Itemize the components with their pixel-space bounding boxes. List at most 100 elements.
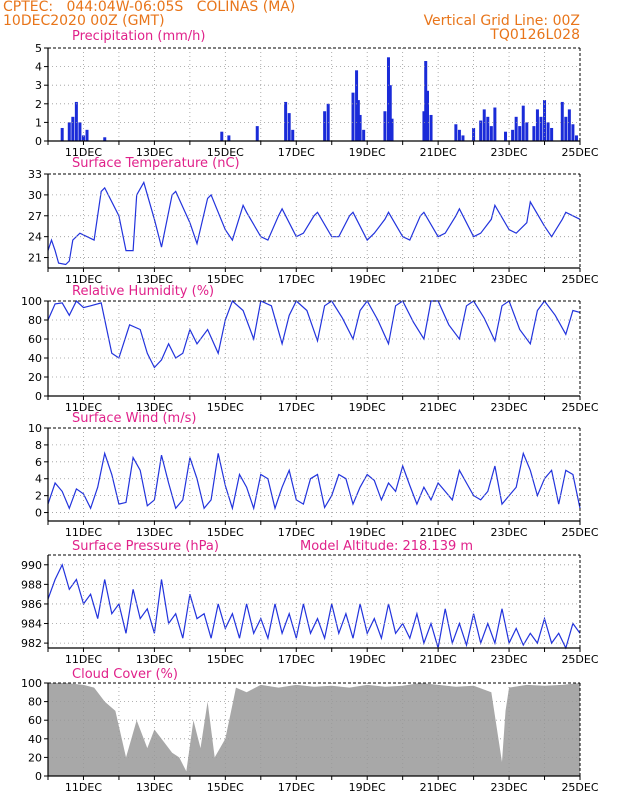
precip-bar	[518, 126, 522, 141]
x-tick-label: 19DEC	[349, 653, 386, 666]
x-tick-label: 11DEC	[65, 401, 102, 414]
series-line	[47, 180, 581, 266]
y-tick-label: 2	[35, 490, 42, 503]
y-tick-label: 986	[21, 598, 42, 611]
x-tick-label: 25DEC	[561, 781, 598, 794]
x-tick-label: 15DEC	[207, 526, 244, 539]
panel-title: Surface Temperature (nC)	[72, 156, 240, 171]
y-tick-label: 2	[35, 98, 42, 111]
precip-bar	[67, 122, 71, 141]
x-tick-label: 23DEC	[491, 146, 528, 159]
precip-bar	[356, 100, 360, 141]
precip-bar	[550, 127, 554, 141]
y-tick-label: 988	[21, 578, 42, 591]
x-tick-label: 11DEC	[65, 526, 102, 539]
model-altitude-label: Model Altitude: 218.139 m	[300, 539, 473, 554]
x-tick-label: 25DEC	[561, 401, 598, 414]
x-tick-label: 13DEC	[136, 146, 173, 159]
precip-bar	[546, 122, 550, 141]
x-tick-label: 25DEC	[561, 653, 598, 666]
x-tick-label: 19DEC	[349, 273, 386, 286]
x-tick-label: 15DEC	[207, 401, 244, 414]
precip-bar	[291, 129, 295, 141]
x-tick-label: 21DEC	[420, 273, 457, 286]
precip-bar	[424, 61, 428, 141]
precip-bar	[564, 116, 568, 141]
x-tick-label: 11DEC	[65, 273, 102, 286]
y-tick-label: 20	[28, 751, 42, 764]
series-line	[47, 563, 581, 650]
precip-bar	[323, 111, 327, 141]
x-tick-label: 21DEC	[420, 781, 457, 794]
precip-bar	[532, 126, 536, 141]
precip-bar	[60, 127, 64, 141]
x-tick-label: 17DEC	[278, 401, 315, 414]
precip-bar	[85, 129, 89, 141]
x-tick-label: 15DEC	[207, 653, 244, 666]
precip-bar	[472, 127, 476, 141]
precip-bar	[511, 129, 515, 141]
y-tick-label: 40	[28, 352, 42, 365]
y-tick-label: 20	[28, 371, 42, 384]
panel-2: Surface Temperature (nC) 21 24 27 30 33 11DEC 1…	[28, 156, 599, 286]
x-tick-label: 19DEC	[349, 781, 386, 794]
x-tick-label: 11DEC	[65, 653, 102, 666]
x-tick-label: 25DEC	[561, 273, 598, 286]
y-tick-label: 60	[28, 714, 42, 727]
precip-bar	[525, 122, 529, 141]
precip-bar	[504, 131, 508, 141]
x-tick-label: 21DEC	[420, 653, 457, 666]
precip-bar	[103, 137, 107, 141]
y-tick-label: 0	[35, 507, 42, 520]
panel-4: Surface Wind (m/s) 0 2 4 6 8 10 11DEC 13DEC 15DEC…	[28, 411, 599, 539]
precip-bar	[482, 109, 486, 141]
x-tick-label: 15DEC	[207, 781, 244, 794]
precip-bar	[560, 101, 564, 141]
precip-bar	[461, 135, 465, 141]
panel-title: Surface Pressure (hPa)	[72, 539, 219, 554]
precip-bar	[422, 111, 426, 141]
x-tick-label: 19DEC	[349, 146, 386, 159]
y-tick-label: 6	[35, 456, 42, 469]
precip-bar	[81, 135, 85, 141]
y-tick-label: 100	[21, 295, 42, 308]
y-tick-label: 1	[35, 116, 42, 129]
precip-bar	[521, 105, 525, 141]
x-tick-label: 11DEC	[65, 146, 102, 159]
y-tick-label: 21	[28, 252, 42, 265]
precip-bar	[539, 116, 543, 141]
panel-3: Relative Humidity (%) 0 20 40 60 80 100 11DEC 13…	[21, 284, 599, 414]
x-tick-label: 13DEC	[136, 781, 173, 794]
precip-bar	[386, 57, 390, 141]
x-tick-label: 15DEC	[207, 273, 244, 286]
precip-bar	[567, 109, 571, 141]
x-tick-label: 17DEC	[278, 781, 315, 794]
precip-bar	[284, 101, 288, 141]
panel-title: Relative Humidity (%)	[72, 284, 214, 299]
x-tick-label: 21DEC	[420, 146, 457, 159]
x-tick-label: 17DEC	[278, 526, 315, 539]
panel-title: Cloud Cover (%)	[72, 667, 178, 682]
x-tick-label: 17DEC	[278, 146, 315, 159]
panel-5: Surface Pressure (hPa) Model Altitude: 21…	[21, 539, 599, 666]
precip-bar	[227, 135, 231, 141]
precip-bar	[479, 120, 483, 141]
panel-1: Precipitation (mm/h) 0 1 2 3 4 5 11DEC 13DEC 15DE…	[35, 29, 599, 159]
y-tick-label: 27	[28, 210, 42, 223]
cloud-cover-area	[48, 683, 580, 776]
precip-bar	[514, 116, 518, 141]
y-tick-label: 0	[35, 135, 42, 148]
series-line	[47, 299, 581, 369]
panel-6: Cloud Cover (%) 0 20 40 60 80 100 11DEC 13DEC 15D…	[21, 667, 599, 794]
x-tick-label: 17DEC	[278, 273, 315, 286]
y-tick-label: 100	[21, 677, 42, 690]
precip-bar	[535, 109, 539, 141]
header-run-date: 10DEC2020 00Z (GMT)	[3, 13, 165, 29]
y-tick-label: 80	[28, 314, 42, 327]
precip-bar	[220, 131, 224, 141]
precip-bar	[574, 135, 578, 141]
precip-bar	[358, 114, 362, 141]
x-tick-label: 25DEC	[561, 526, 598, 539]
precip-bar	[74, 101, 78, 141]
